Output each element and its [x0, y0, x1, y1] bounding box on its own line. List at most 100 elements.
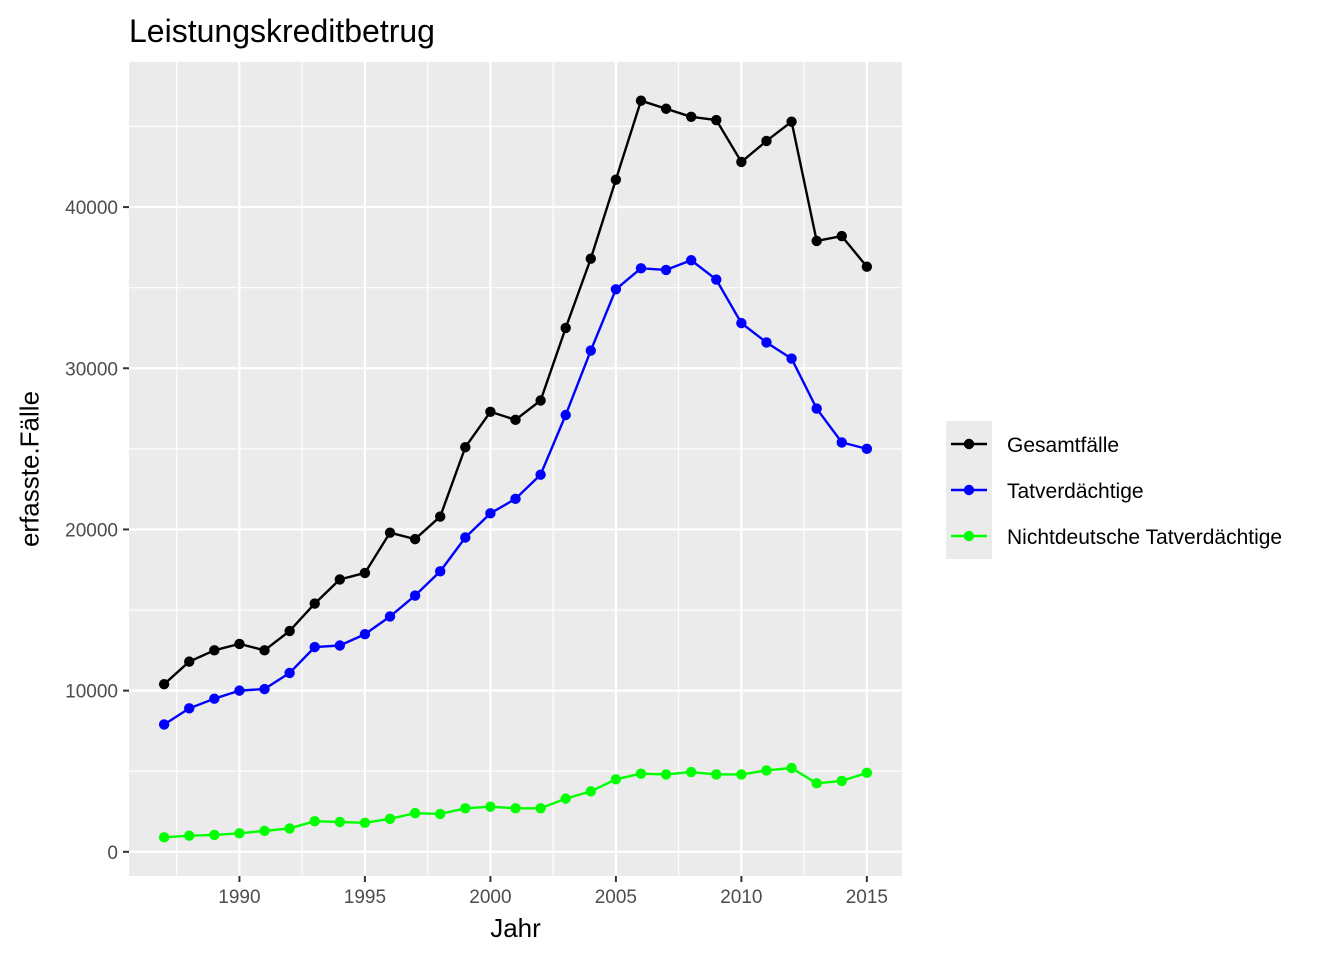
data-point — [861, 261, 873, 272]
data-point — [786, 116, 797, 127]
data-point — [359, 629, 371, 640]
data-point — [711, 114, 722, 126]
data-point — [384, 527, 396, 538]
data-point — [209, 645, 220, 656]
legend: Gesamtfälle Tatverdächtige Nichtdeutsche T… — [946, 421, 1282, 559]
data-point — [585, 786, 596, 797]
grid-minor — [129, 62, 902, 876]
data-point — [585, 253, 596, 264]
data-point — [409, 590, 421, 601]
data-point — [836, 230, 847, 242]
chart-title: Leistungskreditbetrug — [129, 13, 435, 49]
data-point — [435, 566, 446, 577]
data-point — [184, 830, 195, 841]
y-tick-label: 40000 — [65, 198, 118, 219]
data-point — [811, 403, 822, 414]
x-tick-label: 1990 — [218, 887, 260, 908]
data-point — [635, 768, 647, 779]
data-point — [560, 409, 571, 421]
legend-label: Tatverdächtige — [1007, 480, 1144, 503]
y-tick-label: 30000 — [65, 359, 118, 380]
data-point — [510, 414, 521, 426]
legend-key-point — [963, 438, 975, 450]
legend-item: Gesamtfälle — [951, 434, 1119, 457]
data-point — [485, 406, 496, 417]
series-3 — [158, 762, 873, 843]
data-point — [836, 775, 847, 787]
data-point — [761, 337, 772, 348]
data-point — [736, 317, 747, 329]
data-point — [334, 640, 346, 651]
x-tick-label: 2010 — [720, 887, 762, 908]
data-point — [259, 825, 270, 837]
data-point — [284, 667, 295, 679]
x-axis: 1990 1995 2000 2005 2010 2015 — [218, 876, 888, 908]
data-point — [635, 263, 647, 274]
grid-major — [129, 62, 902, 876]
y-tick-label: 20000 — [65, 520, 118, 541]
legend-label: Nichtdeutsche Tatverdächtige — [1007, 526, 1282, 549]
data-point — [560, 793, 571, 804]
data-point — [460, 442, 471, 453]
data-point — [685, 111, 697, 123]
data-point — [309, 598, 320, 609]
y-axis-title: erfasste.Fälle — [15, 391, 45, 547]
data-point — [485, 508, 496, 519]
series-2 — [158, 255, 873, 730]
data-point — [761, 765, 772, 776]
data-point — [234, 638, 245, 650]
data-point — [158, 678, 170, 690]
data-point — [460, 532, 471, 543]
data-point — [585, 345, 596, 356]
x-axis-title: Jahr — [490, 913, 541, 943]
data-point — [610, 174, 622, 185]
data-point — [184, 656, 195, 667]
data-point — [635, 95, 647, 106]
data-point — [158, 719, 170, 730]
data-point — [685, 766, 697, 778]
data-point — [736, 769, 747, 780]
data-point — [359, 567, 371, 579]
data-point — [811, 778, 822, 789]
legend-item: Tatverdächtige — [951, 480, 1144, 503]
legend-label: Gesamtfälle — [1007, 434, 1119, 457]
data-point — [560, 322, 571, 334]
data-point — [334, 574, 346, 585]
data-point — [259, 683, 270, 695]
data-point — [786, 762, 797, 774]
data-point — [184, 703, 195, 714]
data-point — [861, 443, 873, 455]
x-tick-label: 2005 — [595, 887, 637, 908]
x-tick-label: 2000 — [469, 887, 511, 908]
y-tick-label: 0 — [107, 843, 118, 864]
series-layer — [158, 95, 873, 843]
data-point — [209, 693, 220, 704]
data-point — [711, 274, 722, 285]
data-point — [610, 774, 622, 785]
y-tick-label: 10000 — [65, 682, 118, 703]
data-point — [485, 801, 496, 812]
data-point — [384, 813, 396, 824]
legend-key-point — [963, 530, 975, 542]
legend-key-point — [963, 484, 975, 496]
data-point — [309, 641, 320, 653]
data-point — [460, 803, 471, 814]
plot-panel — [129, 62, 902, 876]
data-point — [334, 816, 346, 828]
series-1 — [158, 95, 873, 690]
data-point — [660, 769, 672, 780]
data-point — [409, 533, 421, 545]
data-point — [384, 611, 396, 622]
data-point — [409, 807, 421, 819]
data-point — [711, 769, 722, 780]
data-point — [660, 103, 672, 114]
data-point — [610, 284, 622, 295]
legend-item: Nichtdeutsche Tatverdächtige — [951, 526, 1282, 549]
data-point — [259, 645, 270, 656]
data-point — [435, 808, 446, 820]
data-point — [209, 829, 220, 841]
data-point — [786, 353, 797, 364]
data-point — [435, 511, 446, 522]
y-axis: 0 10000 20000 30000 40000 — [65, 198, 129, 864]
